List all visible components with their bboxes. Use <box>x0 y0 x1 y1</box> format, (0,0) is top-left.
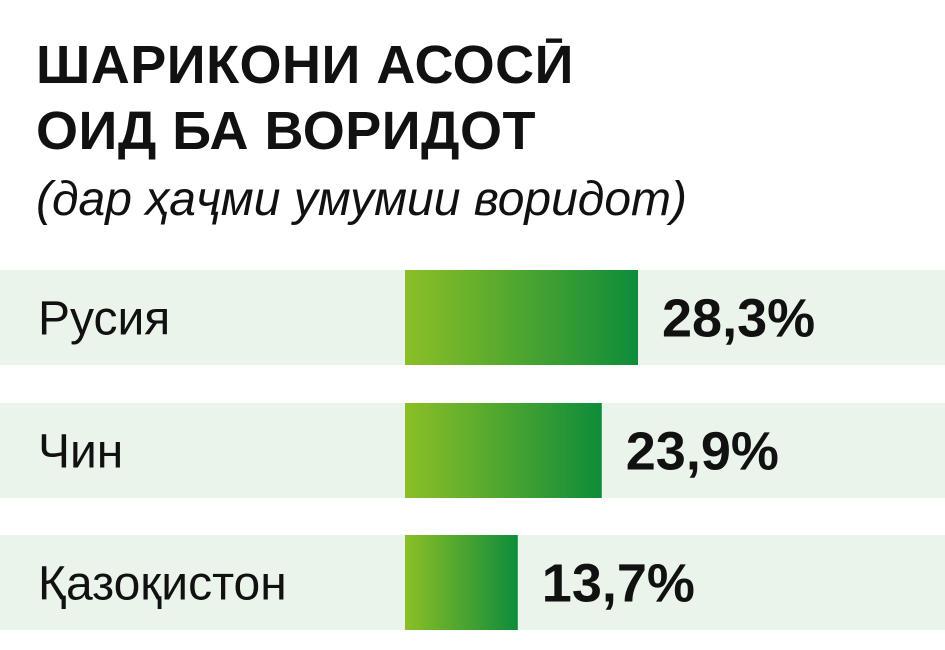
value-label: 23,9% <box>626 422 779 482</box>
chart-title-line-1: ШАРИКОНИ АСОСӢ <box>36 35 574 95</box>
chart-title-line-2: ОИД БА ВОРИДОТ <box>36 101 536 161</box>
bar <box>405 270 638 365</box>
category-label: Русия <box>38 293 170 346</box>
category-label: Қазоқистон <box>38 558 287 611</box>
bar <box>405 535 518 630</box>
value-label: 28,3% <box>662 289 815 349</box>
bar <box>405 403 602 498</box>
chart-subtitle: (дар ҳаҷми умумии воридот) <box>36 173 687 226</box>
value-label: 13,7% <box>542 554 695 614</box>
category-label: Чин <box>38 426 123 479</box>
